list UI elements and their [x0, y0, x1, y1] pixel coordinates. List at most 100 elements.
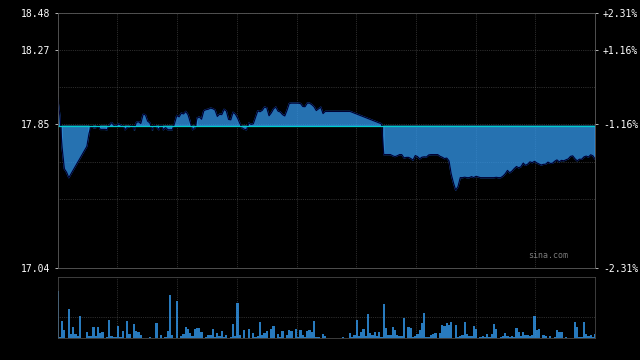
Bar — [579, 337, 580, 338]
Bar — [349, 333, 351, 338]
Bar — [484, 337, 486, 338]
Bar — [102, 332, 104, 338]
Bar — [306, 332, 308, 338]
Bar — [488, 337, 491, 338]
Bar — [403, 318, 405, 338]
Bar — [63, 330, 65, 338]
Bar — [90, 336, 92, 338]
Bar — [225, 335, 227, 338]
Bar — [230, 337, 232, 338]
Bar — [99, 333, 102, 338]
Bar — [414, 336, 417, 338]
Bar — [486, 334, 488, 338]
Bar — [160, 335, 162, 338]
Bar — [138, 332, 140, 338]
Bar — [392, 327, 394, 338]
Bar — [140, 334, 142, 338]
Bar — [450, 321, 452, 338]
Bar — [129, 334, 131, 338]
Bar — [594, 334, 596, 338]
Bar — [531, 335, 533, 338]
Bar — [389, 336, 392, 338]
Bar — [554, 337, 556, 338]
Bar — [300, 330, 301, 338]
Bar — [182, 334, 185, 338]
Bar — [308, 330, 310, 338]
Bar — [461, 335, 463, 338]
Bar — [214, 337, 216, 338]
Bar — [261, 335, 264, 338]
Bar — [176, 301, 178, 338]
Bar — [527, 334, 529, 338]
Bar — [470, 336, 472, 338]
Bar — [234, 336, 236, 338]
Bar — [367, 314, 369, 338]
Bar — [410, 328, 412, 338]
Bar — [221, 330, 223, 338]
Bar — [286, 335, 288, 338]
Bar — [180, 336, 182, 338]
Bar — [70, 334, 72, 338]
Bar — [252, 333, 255, 338]
Bar — [259, 323, 261, 338]
Bar — [257, 336, 259, 338]
Bar — [108, 320, 111, 338]
Bar — [342, 337, 344, 338]
Bar — [115, 337, 117, 338]
Bar — [466, 334, 468, 338]
Bar — [117, 327, 120, 338]
Bar — [189, 333, 191, 338]
Bar — [387, 335, 389, 338]
Bar — [522, 332, 524, 338]
Bar — [472, 326, 475, 338]
Bar — [493, 324, 495, 338]
Bar — [538, 329, 540, 338]
Bar — [126, 321, 129, 338]
Bar — [239, 334, 241, 338]
Bar — [561, 332, 563, 338]
Bar — [273, 325, 275, 338]
Bar — [187, 329, 189, 338]
Bar — [545, 336, 547, 338]
Bar — [113, 337, 115, 338]
Bar — [164, 337, 166, 338]
Bar — [156, 323, 157, 338]
Bar — [574, 321, 576, 338]
Bar — [236, 303, 239, 338]
Bar — [322, 334, 324, 338]
Bar — [59, 337, 61, 338]
Bar — [223, 337, 225, 338]
Bar — [232, 324, 234, 338]
Bar — [198, 328, 200, 338]
Bar — [301, 335, 304, 338]
Bar — [432, 334, 435, 338]
Bar — [394, 330, 396, 338]
Bar — [441, 325, 444, 338]
Bar — [542, 335, 545, 338]
Bar — [194, 329, 196, 338]
Bar — [56, 291, 59, 338]
Bar — [378, 332, 380, 338]
Bar — [282, 331, 284, 338]
Bar — [86, 332, 88, 338]
Bar — [417, 334, 419, 338]
Bar — [439, 333, 441, 338]
Bar — [419, 330, 421, 338]
Bar — [459, 336, 461, 338]
Bar — [529, 336, 531, 338]
Bar — [279, 337, 282, 338]
Bar — [212, 329, 214, 338]
Bar — [398, 336, 401, 338]
Bar — [74, 334, 77, 338]
Bar — [288, 330, 291, 338]
Bar — [383, 304, 385, 338]
Bar — [120, 337, 122, 338]
Bar — [511, 336, 513, 338]
Bar — [317, 337, 319, 338]
Bar — [95, 336, 97, 338]
Bar — [205, 337, 207, 338]
Bar — [495, 329, 497, 338]
Bar — [295, 329, 297, 338]
Bar — [171, 335, 173, 338]
Bar — [479, 337, 482, 338]
